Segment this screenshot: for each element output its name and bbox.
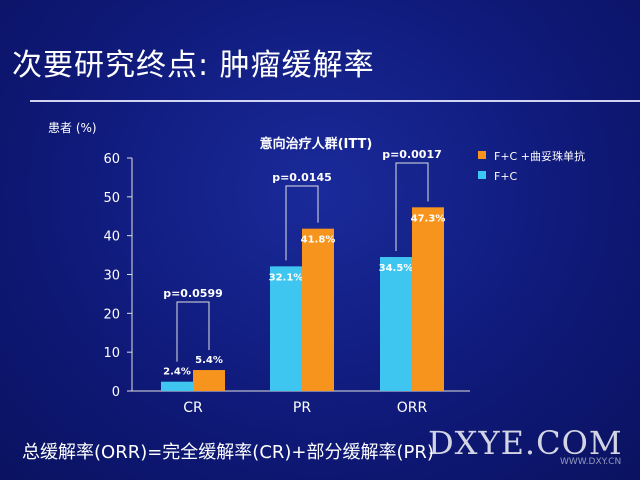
y-tick-label: 50: [103, 191, 120, 206]
y-tick-label: 10: [103, 346, 120, 361]
significance-bracket: [395, 162, 429, 252]
p-value-label: p=0.0017: [382, 148, 442, 161]
y-tick-label: 20: [103, 307, 120, 322]
bar-pr-series-1: [302, 228, 334, 391]
slide-title: 次要研究终点: 肿瘤缓解率: [12, 48, 375, 83]
significance-bracket: [285, 185, 319, 261]
legend-label: F+C +曲妥珠单抗: [494, 149, 585, 163]
y-tick-label: 60: [103, 152, 120, 167]
y-tick-label: 30: [103, 269, 120, 284]
watermark-url: WWW.DXY.CN: [560, 457, 622, 467]
legend-label: F+C: [494, 170, 518, 183]
x-tick-label: ORR: [397, 400, 428, 416]
data-label: 41.8%: [301, 235, 336, 246]
data-label: 47.3%: [411, 213, 446, 224]
legend-swatch: [478, 151, 486, 159]
y-tick-label: 40: [103, 230, 120, 245]
significance-bracket: [176, 301, 210, 362]
watermark-logo: DXYE.COM: [428, 424, 623, 462]
x-tick-label: CR: [183, 400, 203, 416]
p-value-label: p=0.0145: [272, 171, 332, 184]
bar-pr-series-0: [270, 266, 302, 391]
x-tick-label: PR: [293, 400, 311, 416]
data-label: 34.5%: [379, 263, 414, 274]
y-axis-label: 患者 (%): [48, 121, 97, 135]
bar-cr-series-1: [193, 370, 225, 391]
bar-orr-series-0: [380, 257, 412, 391]
data-label: 5.4%: [195, 355, 223, 366]
bar-orr-series-1: [412, 207, 444, 391]
bar-cr-series-0: [161, 381, 193, 391]
data-label: 32.1%: [269, 272, 304, 283]
title-divider: [30, 100, 640, 102]
y-tick-label: 0: [112, 385, 120, 400]
chart-title: 意向治疗人群(ITT): [260, 136, 373, 152]
p-value-label: p=0.0599: [163, 287, 223, 300]
footer-note: 总缓解率(ORR)=完全缓解率(CR)+部分缓解率(PR): [22, 442, 434, 463]
legend-swatch: [478, 171, 486, 179]
data-label: 2.4%: [163, 367, 191, 378]
